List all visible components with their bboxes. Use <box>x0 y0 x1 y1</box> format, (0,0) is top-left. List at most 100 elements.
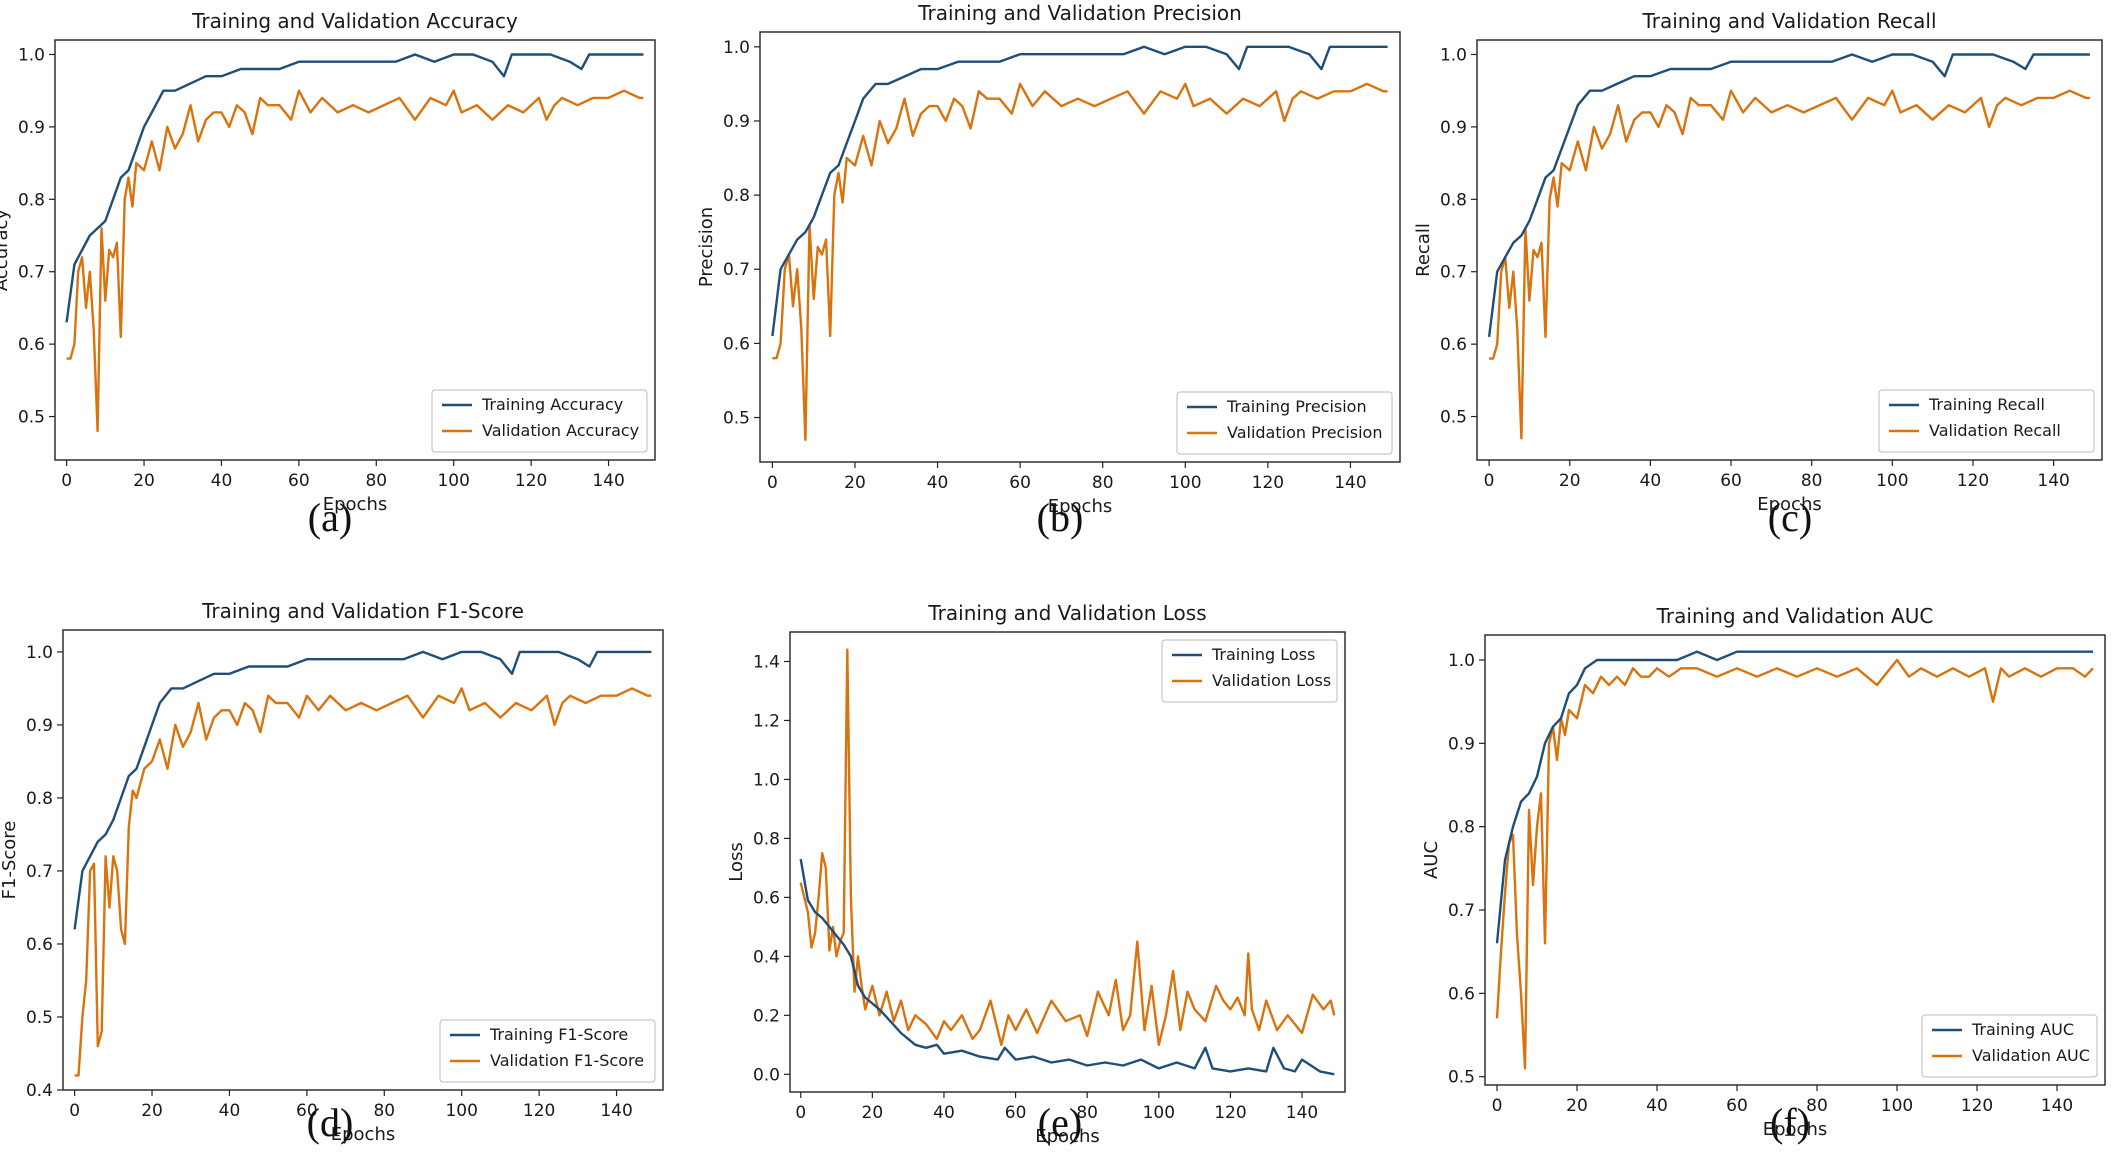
y-tick-label: 0.0 <box>753 1065 780 1085</box>
panel-caption: (b) <box>1036 495 1084 540</box>
x-tick-label: 80 <box>365 471 387 491</box>
x-tick-label: 140 <box>1286 1103 1318 1123</box>
legend: Training Accuracy Validation Accuracy <box>431 389 648 453</box>
legend-box <box>1176 391 1393 455</box>
x-tick-label: 0 <box>795 1103 806 1123</box>
chart-title: Training and Validation Accuracy <box>191 9 518 33</box>
x-tick-label: 0 <box>61 471 72 491</box>
x-tick-label: 80 <box>373 1101 395 1121</box>
y-tick-label: 1.0 <box>1448 651 1475 671</box>
validation-series-line <box>66 89 644 433</box>
x-tick-label: 40 <box>1640 471 1662 491</box>
chart-panel: Training and Validation F1-Score 0 20 40 60 8… <box>0 590 708 1170</box>
y-tick-label: 0.5 <box>1440 408 1467 428</box>
x-tick-label: 60 <box>1009 473 1031 493</box>
plot-frame <box>789 631 1346 1093</box>
x-tick-label: 20 <box>1566 1096 1588 1116</box>
chart-svg: Training and Validation Loss 0 20 40 60 80 100… <box>726 601 1346 1147</box>
y-axis-label: Precision <box>696 207 717 287</box>
x-tick-label: 0 <box>69 1101 80 1121</box>
x-tick-label: 0 <box>1484 471 1495 491</box>
chart-svg: Training and Validation F1-Score 0 20 40 60 8… <box>0 599 664 1145</box>
x-axis-label: Epochs <box>1048 496 1113 517</box>
y-axis-label: Loss <box>726 842 747 881</box>
training-series-line <box>1487 53 2090 338</box>
y-tick-label: 0.7 <box>1448 901 1475 921</box>
y-tick-label: 0.7 <box>1440 263 1467 283</box>
training-series-line <box>65 53 644 323</box>
legend-entry: Training Loss <box>1211 645 1315 664</box>
legend-entry: Training Precision <box>1226 397 1367 416</box>
legend-entry: Training F1-Score <box>489 1025 628 1044</box>
legend: Training Precision Validation Precision <box>1176 391 1393 455</box>
y-tick-label: 0.6 <box>1440 335 1467 355</box>
validation-series-line <box>74 687 652 1077</box>
training-series-line <box>799 858 1335 1076</box>
x-tick-label: 40 <box>927 473 949 493</box>
legend: Training F1-Score Validation F1-Score <box>439 1019 656 1083</box>
panel-caption: (f) <box>1770 1100 1810 1145</box>
y-tick-label: 0.5 <box>18 408 45 428</box>
x-tick-label: 80 <box>1806 1096 1828 1116</box>
x-tick-label: 20 <box>862 1103 884 1123</box>
training-series-line <box>73 650 652 930</box>
y-tick-label: 0.6 <box>753 888 780 908</box>
y-tick-label: 0.8 <box>753 829 780 849</box>
x-axis-label: Epochs <box>331 1124 396 1145</box>
y-tick-label: 1.4 <box>753 652 780 672</box>
y-tick-label: 0.8 <box>26 789 53 809</box>
y-tick-label: 0.8 <box>1448 818 1475 838</box>
x-tick-label: 0 <box>1492 1096 1503 1116</box>
legend-entry: Training AUC <box>1971 1020 2074 1039</box>
legend-entry: Validation Loss <box>1212 671 1331 690</box>
y-tick-label: 0.9 <box>723 112 750 132</box>
y-axis-label: AUC <box>1421 841 1442 879</box>
y-tick-label: 0.5 <box>723 409 750 429</box>
x-tick-label: 100 <box>1143 1103 1175 1123</box>
x-tick-label: 60 <box>296 1101 318 1121</box>
y-tick-label: 1.0 <box>1440 45 1467 65</box>
y-tick-label: 0.9 <box>26 716 53 736</box>
chart-title: Training and Validation F1-Score <box>201 599 524 623</box>
x-tick-label: 20 <box>141 1101 163 1121</box>
plot-frame <box>62 629 664 1091</box>
x-tick-label: 120 <box>1252 473 1284 493</box>
y-tick-label: 0.7 <box>26 862 53 882</box>
legend-box <box>1921 1014 2098 1078</box>
y-tick-label: 1.0 <box>18 45 45 65</box>
legend-box <box>1161 639 1338 703</box>
x-tick-label: 100 <box>1169 473 1201 493</box>
y-tick-label: 0.7 <box>723 260 750 280</box>
legend: Training Recall Validation Recall <box>1878 389 2095 453</box>
panel-caption: (e) <box>1037 1100 1083 1145</box>
y-tick-label: 0.6 <box>18 335 45 355</box>
x-tick-label: 120 <box>1957 471 1989 491</box>
plot-frame <box>1476 39 2103 461</box>
chart-panel: Training and Validation Accuracy 0 20 40 60 8… <box>0 0 708 580</box>
x-tick-label: 140 <box>2041 1096 2073 1116</box>
y-tick-label: 0.2 <box>753 1006 780 1026</box>
chart-panel: Training and Validation AUC 0 20 40 60 80 100 1… <box>1420 590 2128 1170</box>
chart-title: Training and Validation AUC <box>1656 604 1934 628</box>
y-axis-label: F1-Score <box>0 821 20 900</box>
x-axis-label: Epochs <box>1035 1126 1100 1147</box>
x-tick-label: 100 <box>1876 471 1908 491</box>
x-tick-label: 60 <box>1726 1096 1748 1116</box>
x-tick-label: 20 <box>1559 471 1581 491</box>
y-tick-label: 1.0 <box>753 770 780 790</box>
training-series-line <box>1495 650 2093 944</box>
training-series-line <box>771 45 1388 337</box>
plot-frame <box>54 39 656 461</box>
y-tick-label: 0.8 <box>723 186 750 206</box>
y-tick-label: 0.9 <box>1440 118 1467 138</box>
chart-svg: Training and Validation Precision 0 20 40 60… <box>696 1 1401 517</box>
y-tick-label: 1.2 <box>753 711 780 731</box>
legend-box <box>439 1019 656 1083</box>
y-axis-label: Accuracy <box>0 209 12 292</box>
chart-title: Training and Validation Recall <box>1641 9 1936 33</box>
x-tick-label: 60 <box>1005 1103 1027 1123</box>
x-tick-label: 80 <box>1801 471 1823 491</box>
legend-box <box>1878 389 2095 453</box>
validation-series-line <box>799 648 1336 1046</box>
